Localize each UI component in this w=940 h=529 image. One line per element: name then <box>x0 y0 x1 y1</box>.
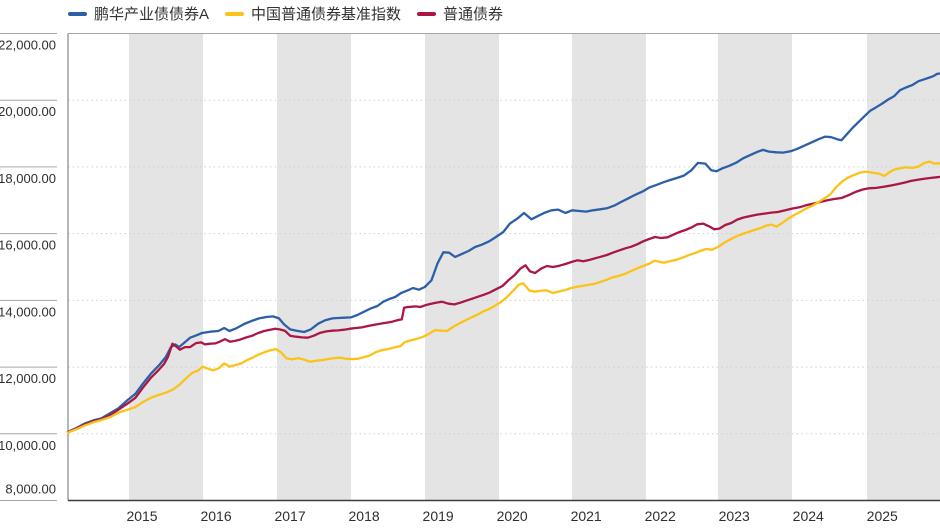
legend-label-benchmark: 中国普通债券基准指数 <box>251 5 402 23</box>
series-line-benchmark[interactable] <box>66 160 940 434</box>
year-stripe <box>572 34 646 500</box>
x-tick-label: 2016 <box>200 508 231 524</box>
legend-item-fund[interactable]: 鹏华产业债债券A <box>68 7 209 22</box>
y-tick-label: 10,000.00 <box>0 438 56 453</box>
y-tick-label: 12,000.00 <box>0 371 56 386</box>
legend-swatch-category-icon <box>417 12 437 16</box>
legend-label-fund: 鹏华产业债债券A <box>94 5 210 23</box>
legend-swatch-benchmark-icon <box>225 12 245 16</box>
x-tick-label: 2025 <box>867 508 898 524</box>
y-tick-label: 8,000.00 <box>5 482 56 497</box>
x-tick-label: 2019 <box>423 508 454 524</box>
year-stripe <box>129 34 203 500</box>
year-stripe <box>718 34 792 500</box>
x-tick-label: 2024 <box>793 508 824 524</box>
x-tick-label: 2022 <box>645 508 676 524</box>
y-tick-label: 20,000.00 <box>0 104 56 119</box>
x-tick-label: 2018 <box>349 508 380 524</box>
x-tick-label: 2021 <box>571 508 602 524</box>
legend: 鹏华产业债债券A 中国普通债券基准指数 普通债券 <box>68 0 503 28</box>
x-tick-label: 2020 <box>497 508 528 524</box>
y-tick-label: 16,000.00 <box>0 238 56 253</box>
series-line-fund[interactable] <box>66 72 940 433</box>
year-stripe <box>867 34 940 500</box>
x-tick-label: 2017 <box>274 508 305 524</box>
legend-item-category[interactable]: 普通债券 <box>417 7 503 22</box>
legend-swatch-fund-icon <box>68 12 87 16</box>
y-tick-label: 22,000.00 <box>0 38 56 53</box>
legend-label-category: 普通债券 <box>443 5 504 23</box>
y-tick-label: 18,000.00 <box>0 171 56 186</box>
legend-item-benchmark[interactable]: 中国普通债券基准指数 <box>225 7 401 22</box>
series-line-category[interactable] <box>66 175 940 434</box>
x-tick-label: 2023 <box>719 508 750 524</box>
y-tick-label: 14,000.00 <box>0 304 56 319</box>
year-stripe <box>277 34 351 500</box>
x-tick-label: 2015 <box>126 508 157 524</box>
